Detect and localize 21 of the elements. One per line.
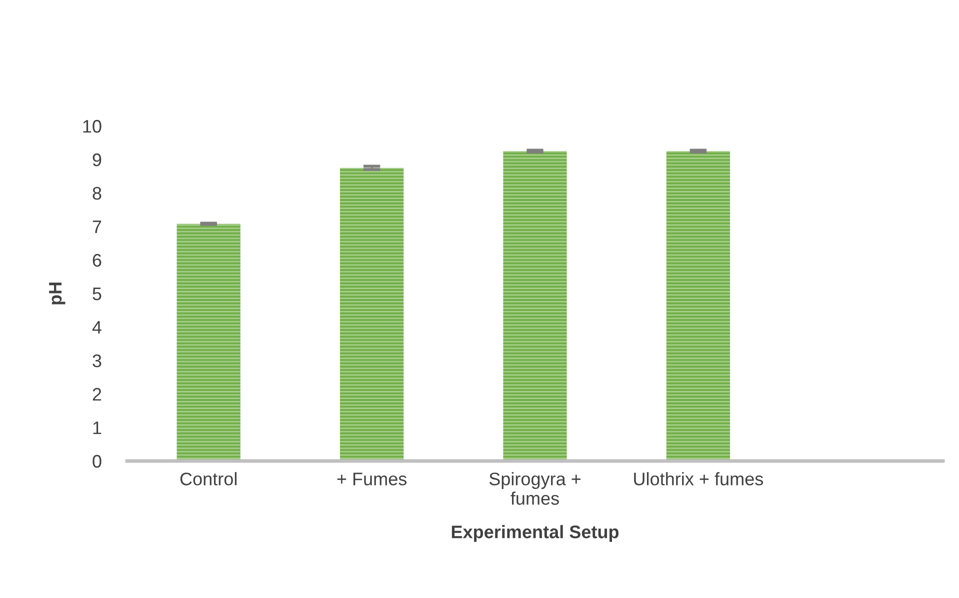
y-tick-label: 1 <box>93 422 102 434</box>
y-tick-label: 9 <box>92 153 102 166</box>
bar <box>666 151 730 461</box>
y-tick-label: 6 <box>92 254 102 267</box>
y-tick-label: 5 <box>92 288 102 300</box>
x-axis-title: Experimental Setup <box>452 525 619 542</box>
y-tick-label: 7 <box>92 220 102 234</box>
y-tick-label: 8 <box>92 186 102 200</box>
y-tick-label: 0 <box>92 454 102 468</box>
bar <box>503 151 567 461</box>
bar <box>340 168 404 461</box>
y-tick-label: 2 <box>92 388 102 401</box>
y-tick-label: 10 <box>83 120 102 133</box>
x-tick-label: + Fumes <box>337 472 407 486</box>
x-tick-label: Spirogyra + fumes <box>489 472 581 505</box>
y-tick-label: 3 <box>92 354 102 368</box>
bar <box>176 224 240 461</box>
y-tick-label: 4 <box>92 321 102 334</box>
x-tick-label: Ulothrix + fumes <box>634 472 764 486</box>
y-axis-title: pH <box>49 282 66 304</box>
x-tick-label: Control <box>180 472 236 486</box>
